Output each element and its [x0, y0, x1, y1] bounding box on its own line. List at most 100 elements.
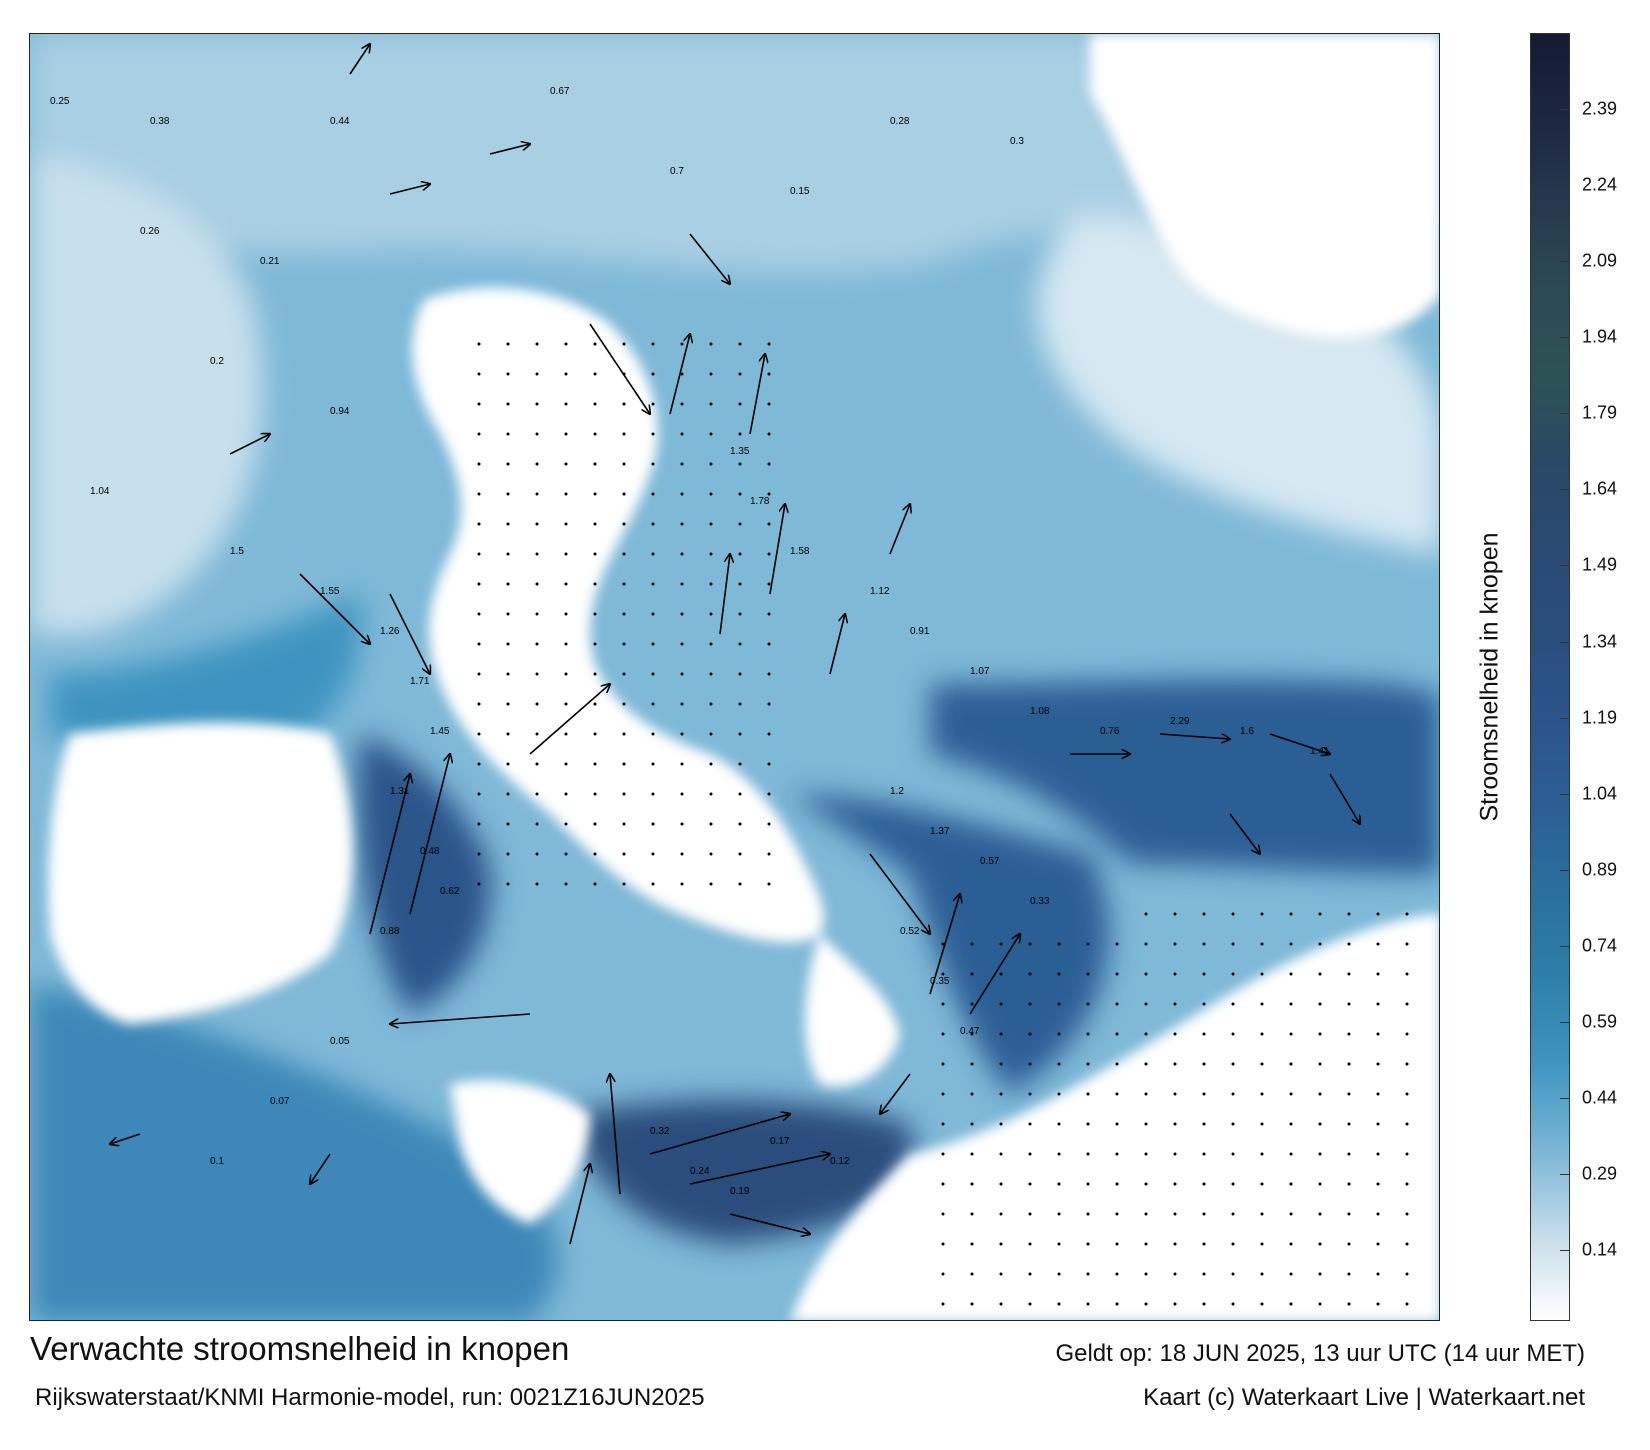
grid-dot	[651, 822, 655, 826]
grid-dot	[477, 342, 481, 346]
grid-dot	[767, 582, 771, 586]
grid-dot	[1028, 1212, 1032, 1216]
grid-dot	[680, 762, 684, 766]
grid-dot	[622, 792, 626, 796]
grid-dot	[999, 942, 1003, 946]
colorbar-tick-label: 2.09	[1582, 250, 1618, 271]
current-arrow	[229, 434, 270, 455]
grid-dot	[1289, 1002, 1293, 1006]
grid-dot	[1173, 1152, 1177, 1156]
colorbar-tick-label: 1.49	[1582, 554, 1618, 575]
grid-dot	[999, 1302, 1003, 1306]
grid-dot	[941, 942, 945, 946]
speed-label: 2.29	[1170, 716, 1190, 727]
grid-dot	[709, 372, 713, 376]
grid-dot	[709, 762, 713, 766]
grid-dot	[593, 702, 597, 706]
grid-dot	[1057, 1002, 1061, 1006]
current-arrow	[1159, 733, 1230, 739]
grid-dot	[1405, 1122, 1409, 1126]
grid-dot	[738, 792, 742, 796]
speed-label: 0.76	[1100, 726, 1120, 737]
grid-dot	[1115, 972, 1119, 976]
grid-dot	[1289, 912, 1293, 916]
grid-dot	[709, 492, 713, 496]
current-speed-map[interactable]: 0.25 0.38 0.44 0.67 0.7 0.15 0.28 0.3 0.26 0.21 0.…	[29, 33, 1440, 1321]
grid-dot	[564, 852, 568, 856]
grid-dot	[535, 792, 539, 796]
grid-dot	[1028, 1302, 1032, 1306]
grid-dot	[622, 342, 626, 346]
grid-dot	[970, 1182, 974, 1186]
grid-dot	[1028, 1092, 1032, 1096]
map-credit: Kaart (c) Waterkaart Live | Waterkaart.n…	[1143, 1384, 1585, 1411]
grid-dot	[1173, 1182, 1177, 1186]
current-arrow	[649, 1114, 790, 1155]
colorbar-tick-label: 1.19	[1582, 707, 1618, 728]
grid-dot	[1086, 942, 1090, 946]
grid-dot	[1289, 1152, 1293, 1156]
grid-dot	[970, 1272, 974, 1276]
grid-dot	[622, 882, 626, 886]
grid-dot	[1144, 1032, 1148, 1036]
current-arrow	[1329, 773, 1360, 824]
grid-dot	[767, 462, 771, 466]
grid-dot	[1347, 1032, 1351, 1036]
speed-label: 1.58	[790, 546, 810, 557]
grid-dot	[1260, 1272, 1264, 1276]
current-arrow	[669, 334, 690, 415]
colorbar-tick-mark	[1560, 185, 1570, 187]
grid-dot	[1405, 1002, 1409, 1006]
grid-dot	[709, 462, 713, 466]
grid-dot	[970, 942, 974, 946]
grid-dot	[1260, 1242, 1264, 1246]
grid-dot	[651, 492, 655, 496]
grid-dot	[1347, 912, 1351, 916]
grid-dot	[1115, 1302, 1119, 1306]
speed-label: 0.94	[330, 406, 350, 417]
grid-dot	[535, 882, 539, 886]
grid-dot	[593, 732, 597, 736]
grid-dot	[1086, 1212, 1090, 1216]
grid-dot	[680, 882, 684, 886]
grid-dot	[506, 402, 510, 406]
grid-dot	[506, 792, 510, 796]
grid-dot	[1028, 1242, 1032, 1246]
current-arrow	[729, 1213, 810, 1234]
grid-dot	[1086, 1182, 1090, 1186]
current-arrow	[349, 44, 370, 75]
speed-label: 0.57	[980, 856, 1000, 867]
grid-dot	[970, 1212, 974, 1216]
grid-dot	[709, 852, 713, 856]
grid-dot	[593, 672, 597, 676]
grid-dot	[477, 762, 481, 766]
speed-label: 0.17	[770, 1136, 790, 1147]
grid-dot	[1115, 1092, 1119, 1096]
grid-dot	[767, 402, 771, 406]
grid-dot	[564, 882, 568, 886]
grid-dot	[1347, 1062, 1351, 1066]
current-arrow	[610, 1074, 621, 1195]
grid-dot	[941, 1152, 945, 1156]
grid-dot	[506, 372, 510, 376]
current-arrow	[969, 934, 1020, 1015]
speed-label: 0.19	[730, 1186, 750, 1197]
speed-label: 1.26	[380, 626, 400, 637]
east-coast-strong	[790, 794, 1110, 1094]
current-arrow	[390, 1013, 531, 1024]
grid-dot	[1057, 1152, 1061, 1156]
grid-dot	[1202, 1182, 1206, 1186]
grid-dot	[1144, 1302, 1148, 1306]
grid-dot	[1086, 1092, 1090, 1096]
grid-dot	[1231, 972, 1235, 976]
grid-dot	[738, 342, 742, 346]
grid-dot	[1260, 1212, 1264, 1216]
grid-dot	[1057, 942, 1061, 946]
grid-dot	[970, 1032, 974, 1036]
colorbar	[1530, 33, 1570, 1321]
grid-dot	[999, 1002, 1003, 1006]
grid-dot	[1289, 1092, 1293, 1096]
grid-dot	[1318, 972, 1322, 976]
grid-dot	[477, 372, 481, 376]
grid-dot	[1347, 1002, 1351, 1006]
